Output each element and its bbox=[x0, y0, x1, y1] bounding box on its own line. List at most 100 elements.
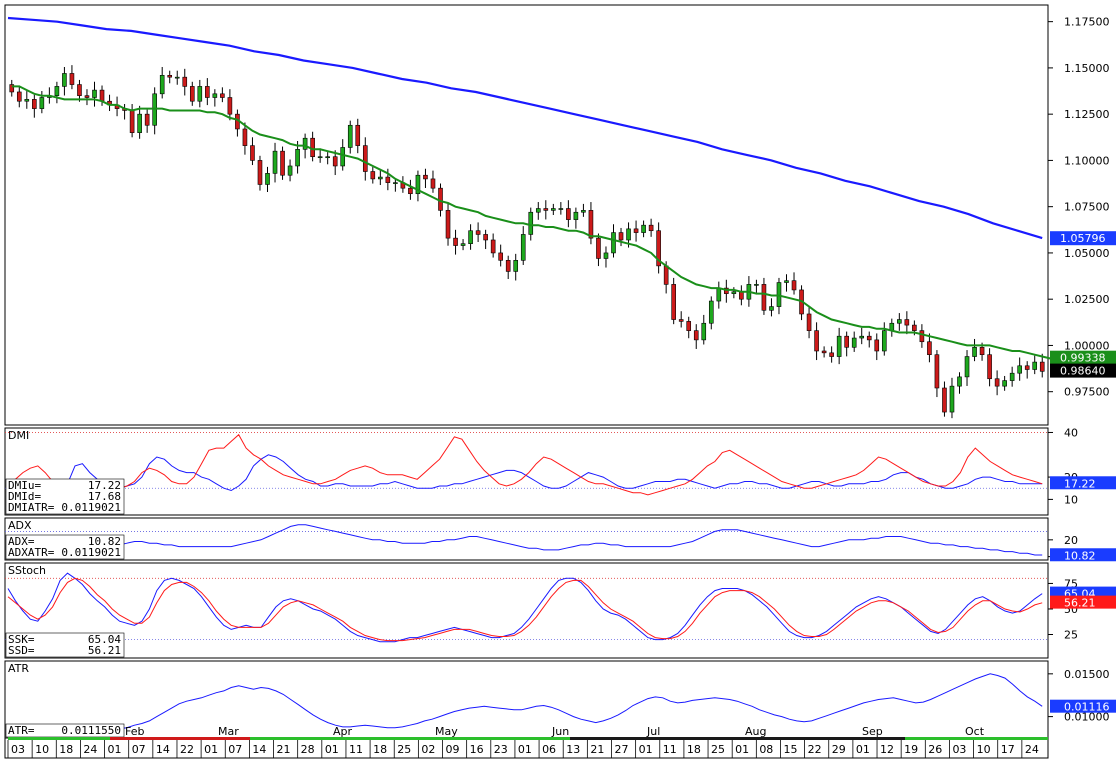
candle-body bbox=[317, 156, 323, 159]
date-label: 06 bbox=[542, 743, 556, 756]
candle-body bbox=[836, 335, 842, 357]
candle-body bbox=[934, 354, 940, 389]
y-tick-label: 1.15000 bbox=[1064, 62, 1110, 75]
date-label: 22 bbox=[180, 743, 194, 756]
candle-body bbox=[520, 234, 526, 261]
candle-body bbox=[220, 93, 225, 98]
readout-label: DMId= bbox=[8, 490, 41, 503]
y-tick-label: 25 bbox=[1064, 629, 1078, 642]
candle-body bbox=[551, 208, 556, 211]
candle-body bbox=[483, 234, 488, 241]
candle-body bbox=[438, 187, 443, 211]
candle-body bbox=[144, 113, 150, 126]
candle-body bbox=[927, 341, 932, 355]
y-tick-label: 10 bbox=[1064, 493, 1078, 506]
candle-body bbox=[791, 280, 797, 291]
candle-body bbox=[310, 137, 315, 158]
candle-body bbox=[325, 156, 330, 159]
month-label: Mar bbox=[218, 725, 239, 738]
readout-label: ADXATR= bbox=[8, 546, 55, 559]
date-label: 17 bbox=[1001, 743, 1015, 756]
candle-body bbox=[54, 86, 60, 96]
candle-body bbox=[648, 224, 654, 232]
indicator-panels: 1.17500 1.15000 1.12500 1.10000 1.07500 1.050… bbox=[4, 4, 1116, 739]
candle-body bbox=[280, 150, 285, 176]
value-badge bbox=[1050, 699, 1116, 713]
panel-title: ATR bbox=[8, 662, 29, 675]
candle-body bbox=[851, 337, 857, 348]
month-label: May bbox=[435, 725, 458, 738]
candle-body bbox=[626, 228, 631, 241]
candle-body bbox=[663, 265, 669, 285]
date-label: 26 bbox=[928, 743, 942, 756]
y-tick-label: 20 bbox=[1064, 534, 1078, 547]
candle-body bbox=[257, 160, 263, 185]
candle-body bbox=[378, 176, 383, 180]
date-label: 01 bbox=[735, 743, 749, 756]
y-tick-label: 1.00000 bbox=[1064, 339, 1110, 352]
value-badge bbox=[1050, 548, 1116, 562]
y-tick-label: 1.07500 bbox=[1064, 201, 1110, 214]
period-band bbox=[250, 737, 570, 740]
candle-body bbox=[302, 137, 308, 150]
candle-body bbox=[197, 86, 203, 102]
candle-body bbox=[821, 350, 827, 354]
series-line-0 bbox=[7, 673, 1043, 735]
date-label: 21 bbox=[590, 743, 604, 756]
series-line-1 bbox=[7, 577, 1043, 642]
candle-body bbox=[596, 237, 601, 259]
readout-label: SSD= bbox=[8, 644, 35, 657]
candle-body bbox=[769, 306, 774, 311]
candle-body bbox=[92, 89, 97, 98]
candle-body bbox=[949, 385, 955, 413]
candle-body bbox=[678, 319, 684, 322]
candle-body bbox=[656, 230, 661, 267]
candle-body bbox=[415, 174, 421, 195]
candle-body bbox=[573, 211, 579, 220]
value-badge-label: 10.82 bbox=[1064, 549, 1096, 562]
price-badge bbox=[1050, 350, 1116, 365]
date-label: 01 bbox=[639, 743, 653, 756]
candle-body bbox=[453, 237, 458, 246]
date-label: 16 bbox=[470, 743, 484, 756]
date-axis: 03 10 18 24 01 07 14 22 01 07 14 21 28 01 11 18 25 02 09 16… bbox=[4, 725, 1049, 759]
candle-body bbox=[513, 260, 519, 272]
candle-body bbox=[588, 210, 594, 239]
candle-body bbox=[543, 208, 549, 211]
readout-box bbox=[5, 632, 125, 658]
candle-body bbox=[904, 319, 910, 326]
candle-body bbox=[874, 339, 880, 352]
candle-body bbox=[566, 208, 571, 220]
readout-value: 56.21 bbox=[88, 644, 121, 657]
candle-body bbox=[987, 354, 992, 380]
candle-body bbox=[490, 239, 496, 254]
candle-body bbox=[1039, 361, 1045, 372]
value-badge-label: 17.22 bbox=[1064, 477, 1096, 490]
candle-body bbox=[829, 352, 834, 357]
y-tick-label: 0.97500 bbox=[1064, 386, 1110, 399]
month-label: Jul bbox=[646, 725, 660, 738]
month-label: Feb bbox=[125, 725, 144, 738]
candle-body bbox=[912, 324, 917, 331]
date-label: 21 bbox=[277, 743, 291, 756]
date-label: 10 bbox=[977, 743, 991, 756]
candle-body bbox=[430, 178, 436, 189]
period-band bbox=[110, 737, 250, 740]
date-label: 27 bbox=[614, 743, 628, 756]
y-tick-label: 1.05000 bbox=[1064, 247, 1110, 260]
value-badge bbox=[1050, 476, 1116, 490]
date-label: 14 bbox=[156, 743, 170, 756]
date-label: 23 bbox=[494, 743, 508, 756]
readout-value: 0.0119021 bbox=[61, 501, 121, 514]
date-label: 28 bbox=[301, 743, 315, 756]
date-label: 03 bbox=[952, 743, 966, 756]
candle-body bbox=[77, 84, 82, 96]
candle-body bbox=[761, 284, 767, 311]
candle-body bbox=[39, 97, 45, 109]
candle-body bbox=[611, 232, 616, 254]
candle-body bbox=[844, 335, 849, 348]
candle-body bbox=[62, 73, 67, 87]
candle-body bbox=[370, 171, 376, 180]
